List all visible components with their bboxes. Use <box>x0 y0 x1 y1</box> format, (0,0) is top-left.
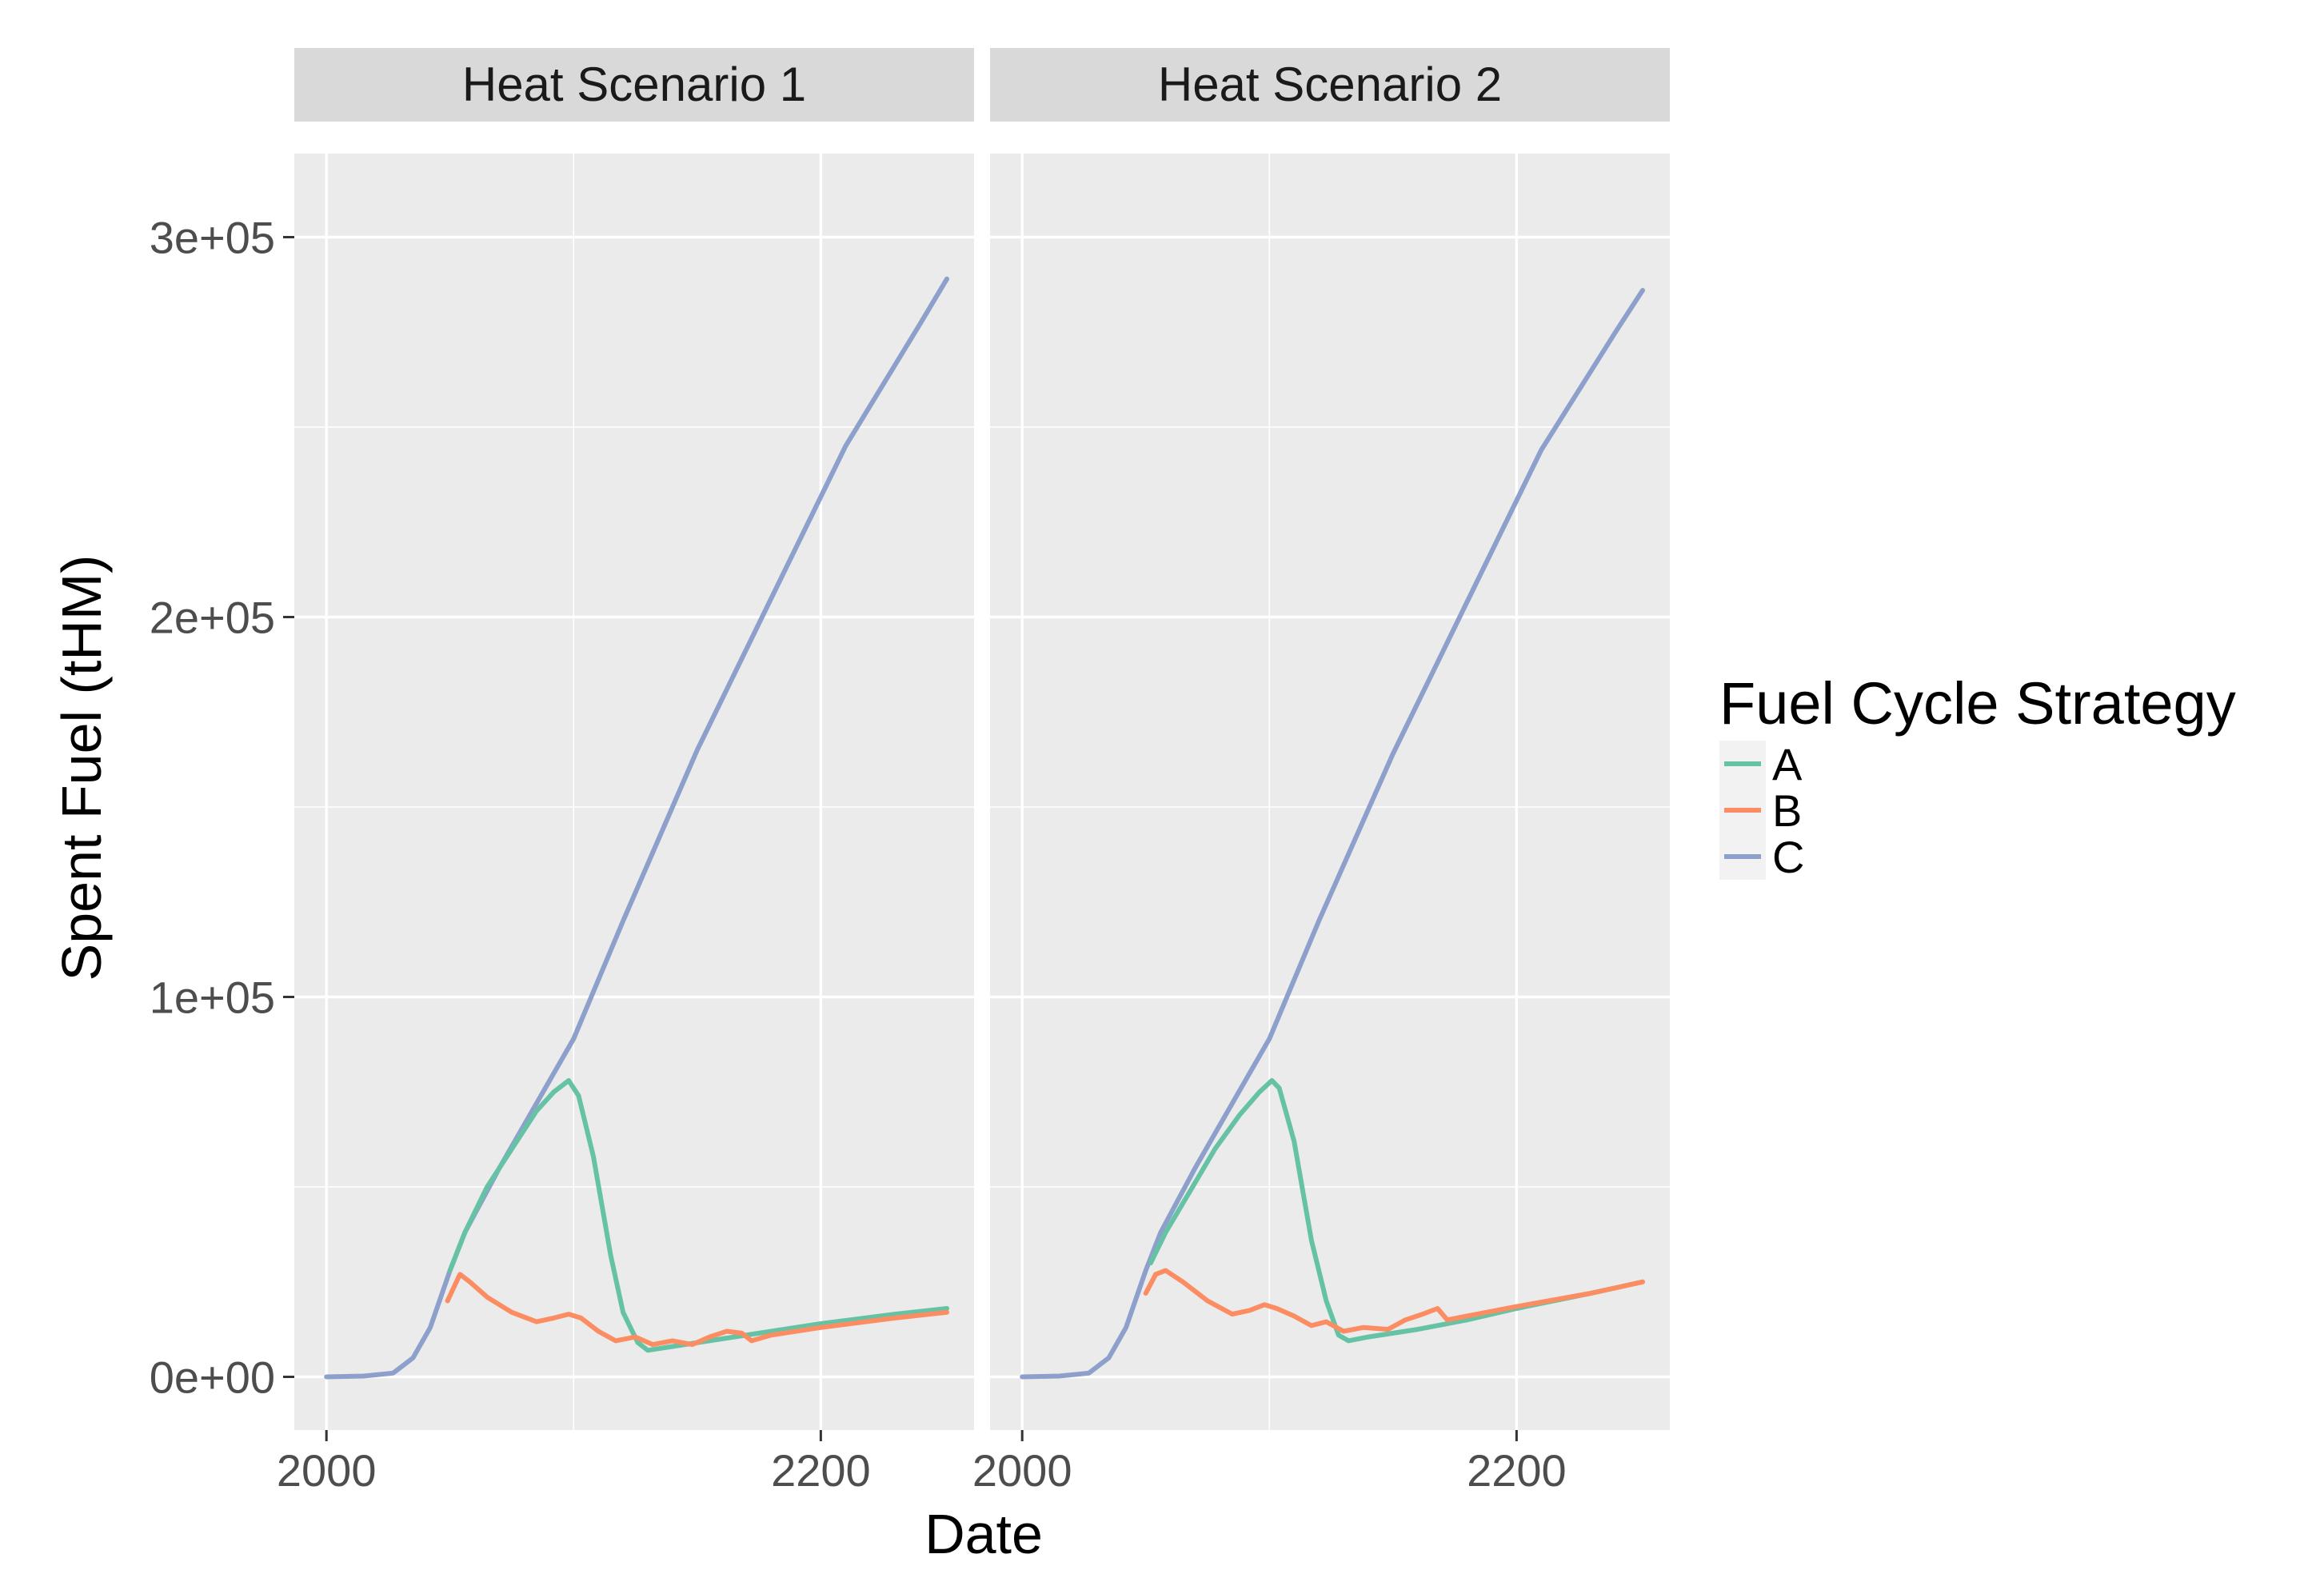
legend-label: C <box>1772 832 1804 882</box>
series-line-A <box>447 1078 949 1353</box>
series-line-A <box>1148 1078 1645 1344</box>
panel-1: Heat Scenario 1 <box>294 48 974 1430</box>
x-tick-label: 2200 <box>1467 1445 1567 1496</box>
x-axis-title: Date <box>924 1503 1043 1565</box>
panels-layer: Heat Scenario 1 Heat Scenario 2 <box>294 48 1670 1430</box>
x-tick-label: 2000 <box>277 1445 377 1496</box>
y-tick-label: 1e+05 <box>150 973 275 1023</box>
series-line-C <box>1020 288 1645 1380</box>
series-line-B <box>1143 1268 1645 1334</box>
legend: Fuel Cycle Strategy ABC <box>1719 670 2236 882</box>
panel-title: Heat Scenario 1 <box>462 58 806 111</box>
y-tick-label: 3e+05 <box>150 213 275 263</box>
legend-entry-A: A <box>1719 739 1803 789</box>
legend-label: B <box>1772 785 1802 836</box>
legend-title: Fuel Cycle Strategy <box>1719 670 2236 737</box>
y-axis: 0e+00 1e+05 2e+05 3e+05 <box>150 213 294 1403</box>
panel-background <box>990 154 1670 1430</box>
x-tick-label: 2000 <box>972 1445 1072 1496</box>
panel-background <box>294 154 974 1430</box>
y-tick-label: 2e+05 <box>150 593 275 643</box>
x-axis: 2000 2200 2000 2200 <box>277 1430 1567 1496</box>
legend-entry-B: B <box>1719 785 1802 836</box>
panel-strip <box>294 48 974 122</box>
legend-entry-C: C <box>1719 832 1804 882</box>
legend-label: A <box>1772 739 1803 789</box>
panel-title: Heat Scenario 2 <box>1158 58 1502 111</box>
y-tick-label: 0e+00 <box>150 1352 275 1403</box>
series-line-B <box>445 1272 949 1348</box>
panel-2: Heat Scenario 2 <box>990 48 1670 1430</box>
panel-strip <box>990 48 1670 122</box>
y-axis-title: Spent Fuel (tHM) <box>50 555 113 981</box>
x-tick-label: 2200 <box>771 1445 871 1496</box>
